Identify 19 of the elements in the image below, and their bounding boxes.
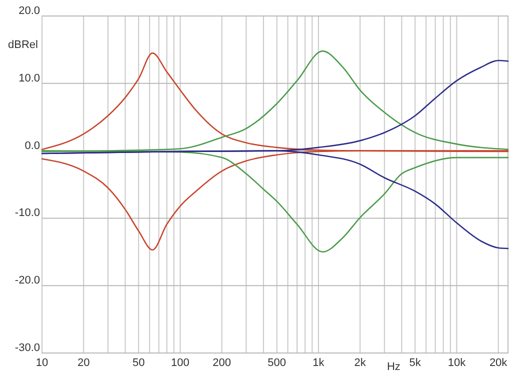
x-tick-label: 1k <box>312 357 325 369</box>
x-tick-label: 5k <box>409 357 422 369</box>
y-tick-label: -10.0 <box>14 207 40 220</box>
x-axis-title: Hz <box>386 361 400 373</box>
x-tick-label: 200 <box>212 357 232 369</box>
y-tick-label: -30.0 <box>14 342 40 354</box>
y-tick-label: -20.0 <box>14 274 40 287</box>
x-tick-label: 20 <box>77 357 90 369</box>
y-axis-title: dBRel <box>8 39 38 51</box>
x-tick-label: 2k <box>354 357 366 369</box>
x-tick-label: 500 <box>268 357 286 369</box>
x-tick-label: 10k <box>448 357 466 369</box>
x-tick-label: 10 <box>36 357 48 369</box>
x-tick-label: 20k <box>489 357 508 369</box>
y-tick-label: 0.0 <box>24 140 40 152</box>
y-tick-label: 20.0 <box>18 5 40 17</box>
y-tick-label: 10.0 <box>18 72 40 84</box>
x-tick-label: 100 <box>171 357 190 369</box>
x-tick-label: 50 <box>132 357 145 369</box>
